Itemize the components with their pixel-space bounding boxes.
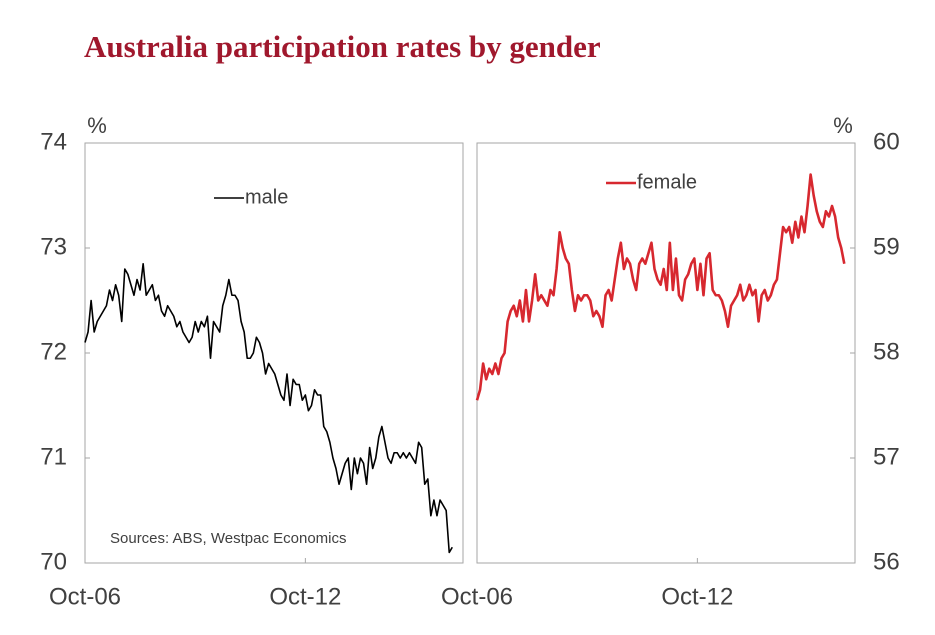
y-tick-label: 58 <box>873 338 900 365</box>
chart-title: Australia participation rates by gender <box>84 29 601 64</box>
plot-frame <box>476 142 856 564</box>
legend-label: male <box>245 186 288 208</box>
y-tick-label: 60 <box>873 128 900 155</box>
x-tick-label: Oct-06 <box>441 583 513 610</box>
y-tick-label: 73 <box>40 233 67 260</box>
y-tick-label: 57 <box>873 443 900 470</box>
y-tick-label: 72 <box>40 338 67 365</box>
y-tick-label: 70 <box>40 548 67 575</box>
source-note: Sources: ABS, Westpac Economics <box>110 530 347 547</box>
y-tick-label: 74 <box>40 128 67 155</box>
data-line <box>475 173 846 401</box>
x-tick-label: Oct-06 <box>49 583 121 610</box>
data-line <box>84 262 453 554</box>
y-tick-label: 56 <box>873 548 900 575</box>
y-axis-label: % <box>833 113 853 138</box>
x-tick-label: Oct-12 <box>269 583 341 610</box>
y-tick-label: 59 <box>873 233 900 260</box>
y-tick-label: 71 <box>40 443 67 470</box>
y-axis-label: % <box>87 113 107 138</box>
legend-label: female <box>637 171 697 193</box>
x-tick-label: Oct-12 <box>661 583 733 610</box>
